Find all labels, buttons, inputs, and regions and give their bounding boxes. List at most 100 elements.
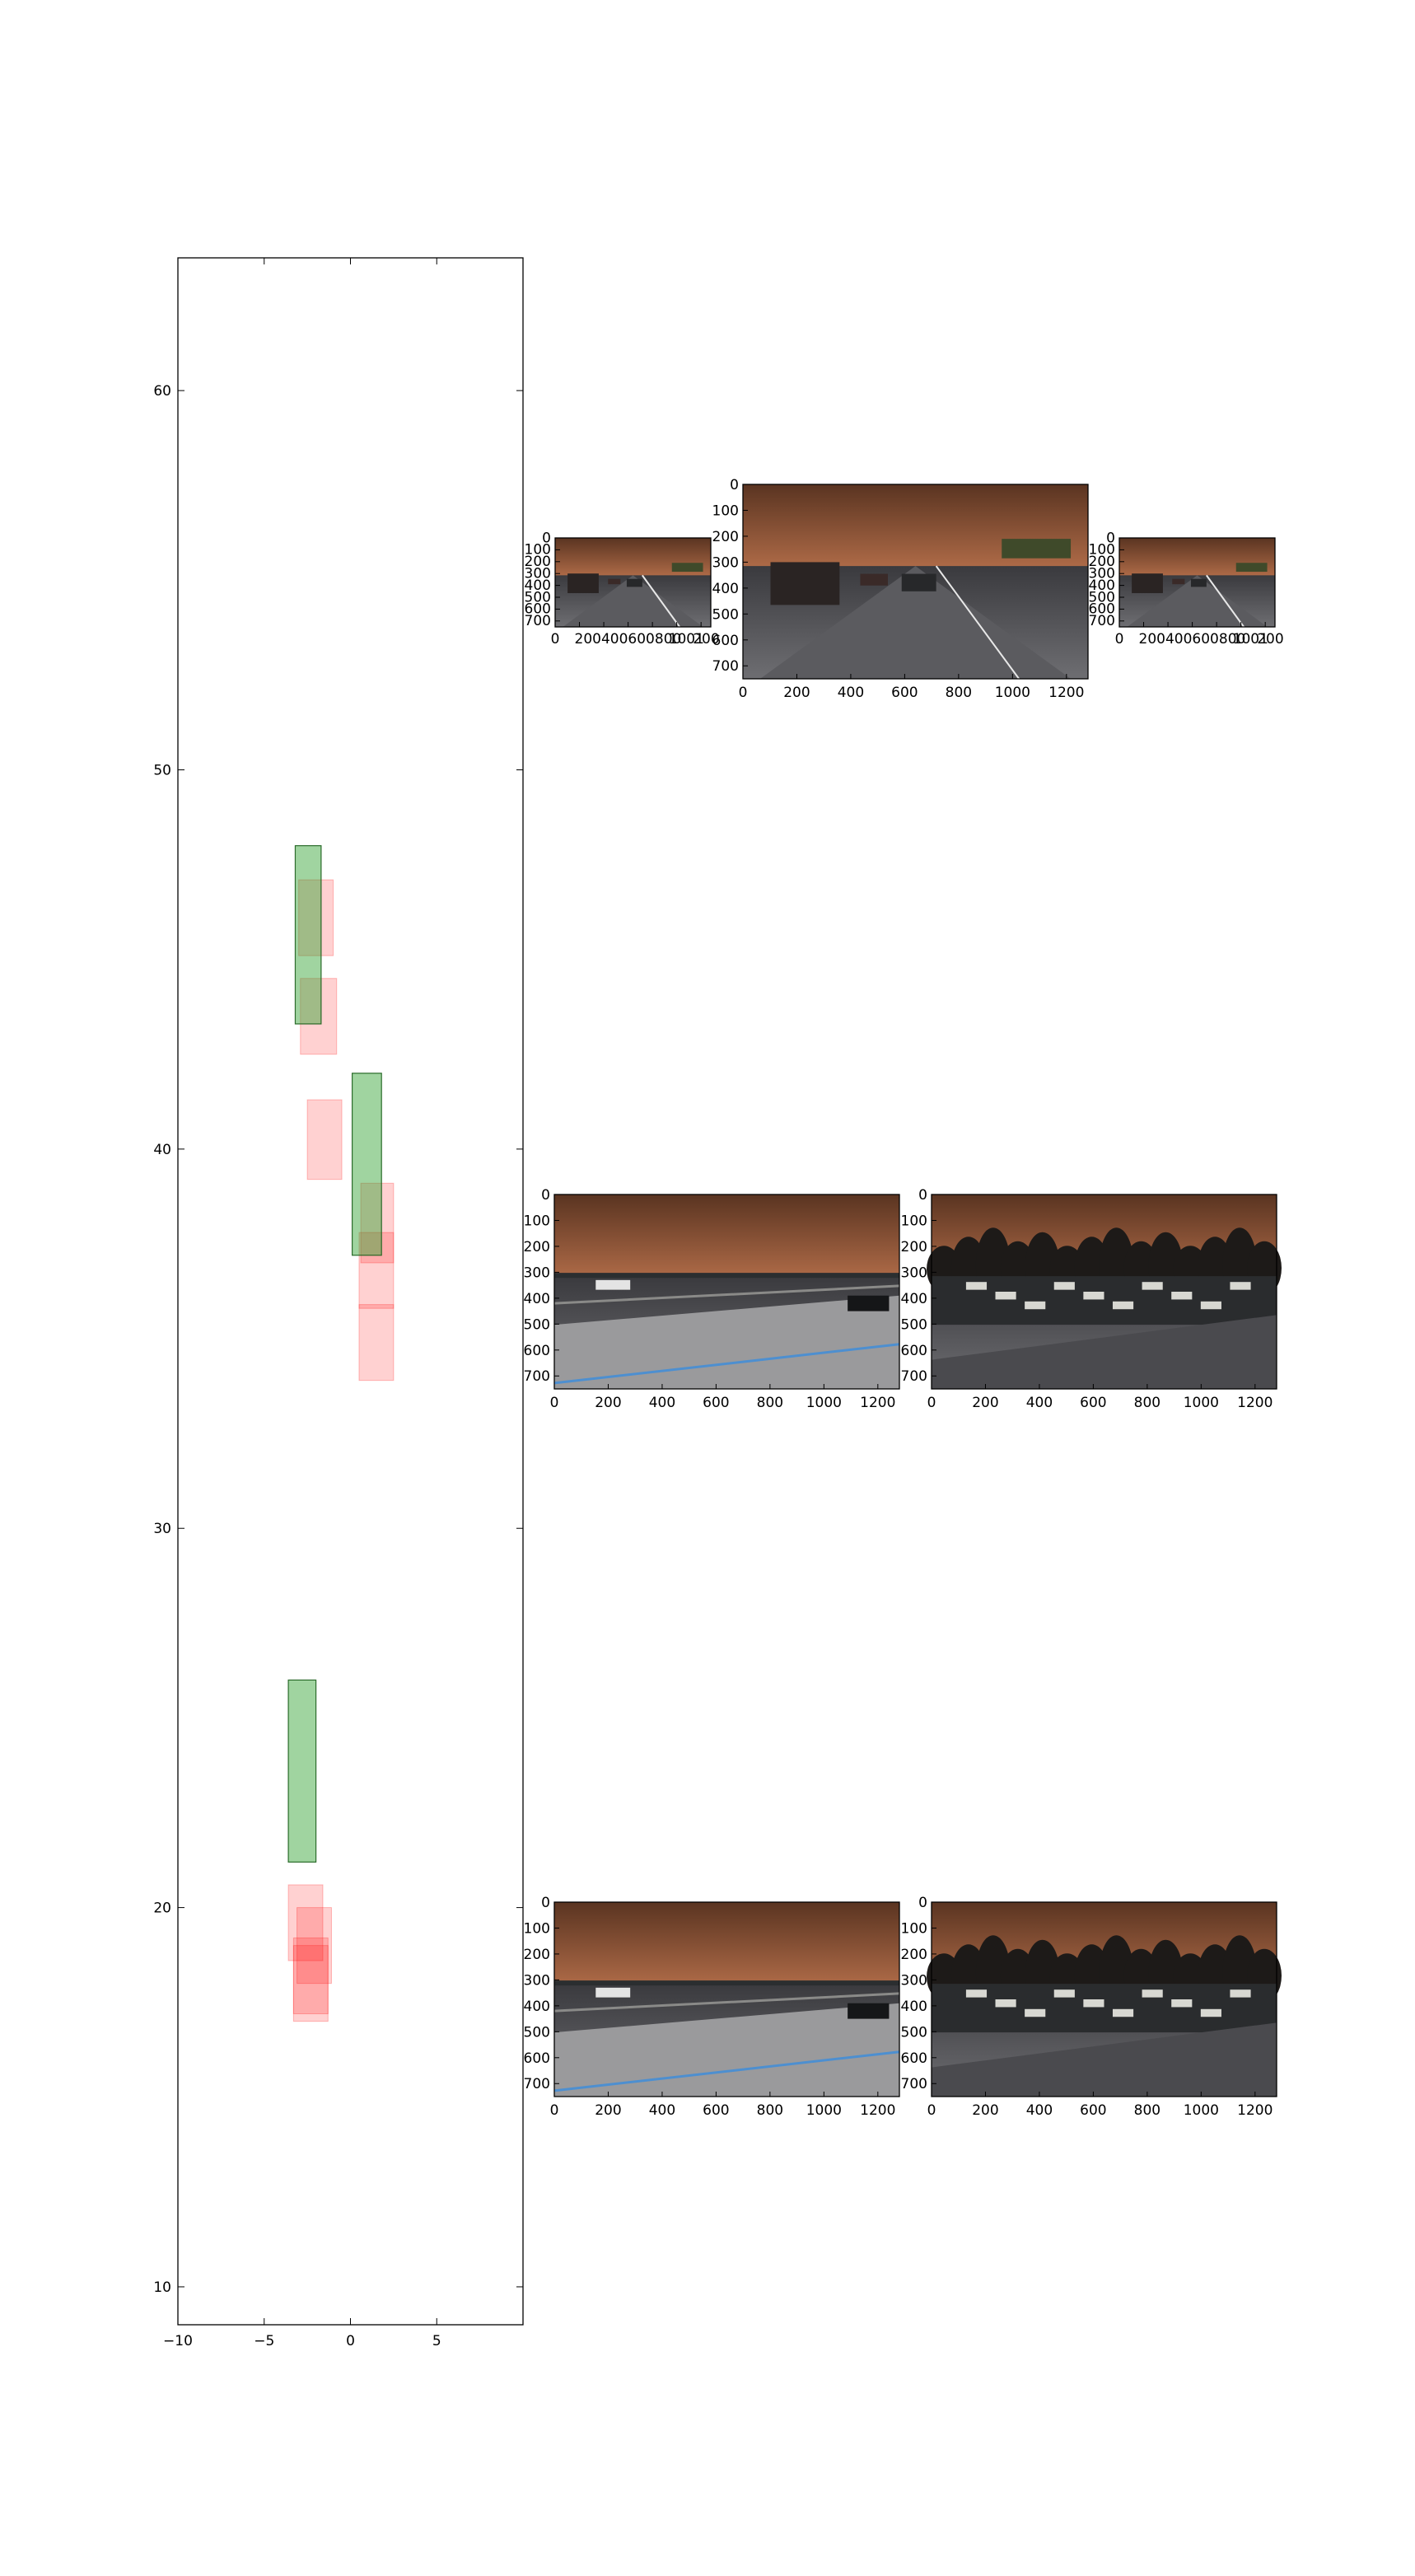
row2-right-ytick-label-2: 200 xyxy=(901,1239,927,1255)
row2-right-xtick-label-6: 1200 xyxy=(1237,1395,1273,1411)
row1-center-frame xyxy=(742,484,1089,680)
row3-right-ytick-label-4: 400 xyxy=(901,1999,927,2015)
row3-left-distant-hills xyxy=(554,1980,899,1986)
row3-left-ytick-label-0: 0 xyxy=(541,1895,550,1911)
row1-center-ytick-label-3: 300 xyxy=(712,554,739,571)
row1-center-ytick-label-0: 0 xyxy=(730,477,739,493)
row2-right-frame xyxy=(931,1194,1277,1390)
row2-right-ytick-label-1: 100 xyxy=(901,1213,927,1229)
row1-right-highway-sign xyxy=(1235,563,1268,573)
row1-center-road-surface xyxy=(759,566,1072,679)
row3-right-frame xyxy=(931,1901,1277,2097)
row1-left-xtick-label-1: 200400600800 xyxy=(575,631,682,648)
row2-right-xtick-label-2: 400 xyxy=(1026,1395,1053,1411)
row2-left-xtick-label-4: 800 xyxy=(757,1395,783,1411)
row2-left-xtick-label-6: 1200 xyxy=(860,1395,895,1411)
prediction-box-7 xyxy=(297,1907,332,1985)
row2-left-xtick-label-1: 200 xyxy=(595,1395,621,1411)
prediction-box-5 xyxy=(358,1304,395,1382)
row2-left-road-surface xyxy=(554,1295,899,1389)
row2-right-vehicle-9 xyxy=(1230,1282,1251,1290)
row2-right-vehicle-6 xyxy=(1142,1282,1163,1290)
row3-right-vehicle-4 xyxy=(1083,1999,1104,2008)
bev-ytick-label-1: 20 xyxy=(153,1900,171,1917)
row3-left-xtick-label-6: 1200 xyxy=(860,2102,895,2119)
row1-left-xtick-label-6: 200 xyxy=(693,631,719,648)
row3-left-xtick-label-5: 1000 xyxy=(806,2102,842,2119)
row1-left-xtick-label-5: 1001 xyxy=(669,631,704,648)
bev-ytick-label-0: 10 xyxy=(153,2279,171,2296)
row1-right-xtick-label-6: 200 xyxy=(1257,631,1283,648)
row1-left-ytick-label-2: 200 xyxy=(525,554,551,570)
row3-right-xtick-label-3: 600 xyxy=(1080,2102,1106,2119)
row2-right-vehicle-0 xyxy=(965,1282,988,1290)
row2-right-xtick-label-4: 800 xyxy=(1134,1395,1160,1411)
row2-right-vehicle-5 xyxy=(1112,1301,1134,1310)
row2-left-ytick-label-1: 100 xyxy=(524,1213,550,1229)
row1-left-ytick-label-1: 100 xyxy=(525,542,551,559)
row2-left-ytick-label-4: 400 xyxy=(524,1291,550,1307)
row1-center-xtick-label-2: 400 xyxy=(838,685,864,701)
row2-right-xtick-label-3: 600 xyxy=(1080,1395,1106,1411)
row3-left-xtick-label-0: 0 xyxy=(550,2102,559,2119)
row1-right-ytick-label-7: 700 xyxy=(1089,613,1115,629)
row3-right-ytick-label-5: 500 xyxy=(901,2024,927,2041)
row3-right-ytick-label-3: 300 xyxy=(901,1972,927,1989)
bev-ytick-label-4: 50 xyxy=(153,762,171,778)
row3-left-ytick-label-2: 200 xyxy=(524,1947,550,1963)
row2-right-road-surface xyxy=(932,1315,1277,1389)
bev-xtick-label-2: 0 xyxy=(346,2333,355,2349)
bev-axes-frame xyxy=(177,257,524,2326)
row1-right-lane-marking xyxy=(1206,574,1245,628)
row2-left-guard-rail xyxy=(553,1284,900,1305)
row1-right-xtick-label-5: 1001 xyxy=(1233,631,1268,648)
row1-left-road-surface xyxy=(563,575,703,627)
row1-left-lane-marking xyxy=(642,574,681,628)
row1-center-ytick-label-6: 600 xyxy=(712,633,739,649)
row1-center-lane-marking xyxy=(935,565,1020,680)
row1-center-xtick-label-1: 200 xyxy=(783,685,810,701)
row3-right-vehicle-8 xyxy=(1200,2008,1221,2017)
row3-left-ytick-label-5: 500 xyxy=(524,2024,550,2041)
row3-left-ytick-label-6: 600 xyxy=(524,2050,550,2067)
row1-left-vehicle-1 xyxy=(608,578,621,585)
row1-center-xtick-label-5: 1000 xyxy=(995,685,1030,701)
row1-right-ytick-label-3: 300 xyxy=(1089,565,1115,582)
row3-left-xtick-label-4: 800 xyxy=(757,2102,783,2119)
row3-right-vehicle-2 xyxy=(1025,2008,1046,2017)
row2-right-vehicle-8 xyxy=(1200,1301,1221,1310)
row2-right-vehicle-4 xyxy=(1083,1292,1104,1300)
row1-right-ytick-label-1: 100 xyxy=(1089,542,1115,559)
row2-right-ytick-label-3: 300 xyxy=(901,1265,927,1281)
row2-left-ytick-label-3: 300 xyxy=(524,1265,550,1281)
row1-left-xtick-label-0: 0 xyxy=(551,631,560,648)
row1-center-xtick-label-0: 0 xyxy=(739,685,748,701)
row1-left-ytick-label-4: 400 xyxy=(525,577,551,594)
row1-center-xtick-label-4: 800 xyxy=(946,685,972,701)
row1-left-vehicle-0 xyxy=(567,573,599,593)
row2-left-frame xyxy=(553,1194,900,1390)
row2-right-ytick-label-0: 0 xyxy=(918,1187,927,1204)
row3-left-xtick-label-1: 200 xyxy=(595,2102,621,2119)
row3-left-xtick-label-3: 600 xyxy=(703,2102,729,2119)
row1-right-ytick-label-5: 500 xyxy=(1089,589,1115,605)
row3-right-vehicle-5 xyxy=(1112,2008,1134,2017)
row3-right-xtick-label-1: 200 xyxy=(972,2102,998,2119)
bird-eye-view-plot: −10 −5 0 5 10 20 30 40 50 60 xyxy=(153,257,524,2349)
row3-right-xtick-label-2: 400 xyxy=(1026,2102,1053,2119)
row2-left-vehicle-0 xyxy=(595,1279,631,1290)
row2-left-ytick-label-7: 700 xyxy=(524,1368,550,1385)
row1-center-ytick-label-5: 500 xyxy=(712,606,739,623)
row3-right-ytick-label-7: 700 xyxy=(901,2076,927,2092)
row1-center-xtick-label-3: 600 xyxy=(891,685,918,701)
row2-left-xtick-label-5: 1000 xyxy=(806,1395,842,1411)
row2-left-lane-marking xyxy=(553,1343,900,1385)
row2-right-xtick-label-5: 1000 xyxy=(1184,1395,1219,1411)
prediction-box-4 xyxy=(358,1232,395,1309)
row1-right-frame xyxy=(1118,537,1276,628)
row3-right-vehicle-0 xyxy=(965,1989,988,1998)
bev-xtick-label-1: −5 xyxy=(254,2333,274,2349)
row2-right-vehicle-1 xyxy=(995,1292,1016,1300)
row2-left-vehicle-1 xyxy=(848,1295,890,1311)
